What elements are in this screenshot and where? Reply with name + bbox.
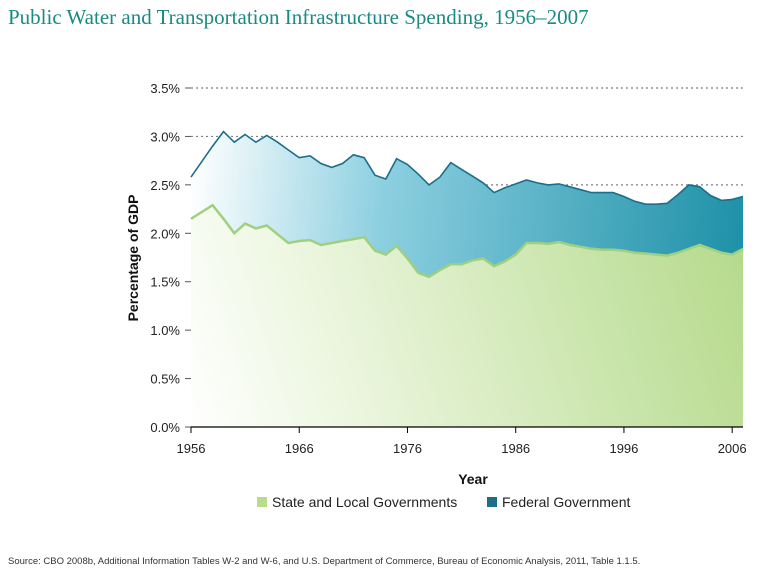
- chart-title: Public Water and Transportation Infrastr…: [8, 5, 589, 29]
- chart-svg: 0.0% 0.5% 1.0% 1.5% 2.0% 2.5% 3.0% 3.5% 1956 196…: [125, 81, 747, 510]
- x-axis-title: Year: [458, 471, 488, 487]
- y-axis-ticks: 0.0% 0.5% 1.0% 1.5% 2.0% 2.5% 3.0% 3.5%: [150, 81, 191, 435]
- x-axis-ticks: 1956 1966 1976 1986 1996 2006: [177, 427, 747, 456]
- y-axis-title: Percentage of GDP: [125, 195, 141, 322]
- y-tick-label: 2.5%: [150, 178, 180, 193]
- legend: State and Local Governments Federal Gove…: [257, 494, 631, 510]
- x-tick-label: 2006: [718, 441, 747, 456]
- legend-label-federal: Federal Government: [502, 494, 631, 510]
- y-tick-label: 3.0%: [150, 129, 180, 144]
- y-tick-label: 0.0%: [150, 420, 180, 435]
- legend-swatch-state-local: [257, 497, 267, 507]
- x-tick-label: 1986: [501, 441, 530, 456]
- federal-government-area: [191, 131, 743, 277]
- x-tick-label: 1966: [285, 441, 314, 456]
- legend-swatch-federal: [487, 497, 497, 507]
- y-tick-label: 1.5%: [150, 275, 180, 290]
- x-tick-label: 1996: [609, 441, 638, 456]
- y-tick-label: 1.0%: [150, 323, 180, 338]
- y-tick-label: 3.5%: [150, 81, 180, 96]
- x-tick-label: 1956: [177, 441, 206, 456]
- legend-label-state-local: State and Local Governments: [272, 494, 457, 510]
- y-tick-label: 2.0%: [150, 226, 180, 241]
- x-tick-label: 1976: [393, 441, 422, 456]
- state-local-area: [191, 205, 743, 427]
- source-note: Source: CBO 2008b, Additional Informatio…: [8, 556, 641, 567]
- state-local-line: [190, 203, 744, 279]
- y-tick-label: 0.5%: [150, 372, 180, 387]
- federal-government-line: [190, 130, 744, 205]
